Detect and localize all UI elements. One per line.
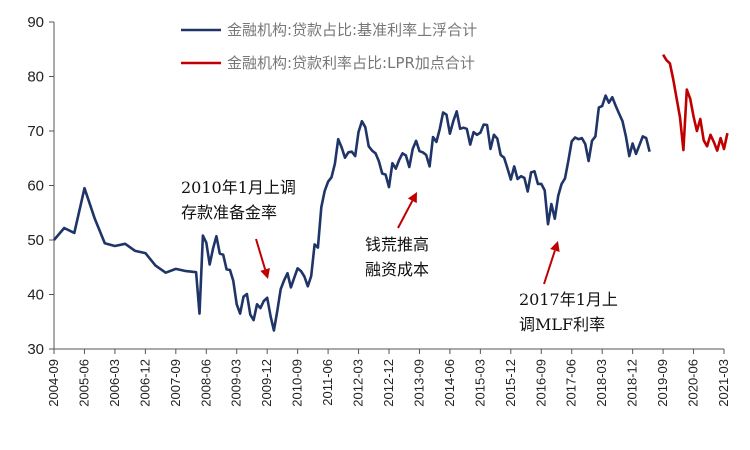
x-tick-label: 2010-09 xyxy=(290,359,305,407)
annotation-arrowhead-0 xyxy=(260,267,270,279)
x-tick-label: 2008-06 xyxy=(198,359,213,407)
x-tick-label: 2021-03 xyxy=(716,359,731,407)
annotation-1-line-1: 融资成本 xyxy=(365,260,429,279)
y-tick-label: 80 xyxy=(27,69,44,86)
y-tick-label: 90 xyxy=(27,14,44,31)
x-tick-label: 2006-12 xyxy=(137,359,152,407)
x-tick-label: 2019-09 xyxy=(655,359,670,407)
annotation-arrowhead-2 xyxy=(550,241,560,253)
x-tick-label: 2014-06 xyxy=(442,359,457,407)
x-tick-label: 2009-03 xyxy=(229,359,244,407)
annotation-arrowhead-1 xyxy=(407,192,417,204)
x-tick-label: 2017-06 xyxy=(564,359,579,407)
series-lines xyxy=(53,54,729,332)
legend-label-0: 金融机构:贷款占比:基准利率上浮合计 xyxy=(227,21,477,39)
annotation-arrow-2 xyxy=(543,250,556,285)
x-tick-label: 2018-03 xyxy=(594,359,609,407)
y-tick-label: 40 xyxy=(27,287,44,304)
x-tick-label: 2006-03 xyxy=(107,359,122,407)
annotation-arrow-0 xyxy=(255,238,267,270)
x-tick-label: 2015-03 xyxy=(472,359,487,407)
x-tick-label: 2011-06 xyxy=(320,359,335,406)
annotation-1-line-0: 钱荒推高 xyxy=(365,235,429,254)
annotation-2-line-1: 调MLF利率 xyxy=(519,315,605,334)
x-tick-label: 2005-06 xyxy=(76,359,91,407)
axes: 30 40 50 60 70 80 90 2004-09 2005-06 2006-03 2006-… xyxy=(27,14,731,407)
x-tick-label: 2004-09 xyxy=(46,359,61,407)
series-line-0 xyxy=(53,94,651,332)
x-tick-label: 2018-12 xyxy=(625,359,640,407)
annotation-0-line-1: 存款准备金率 xyxy=(181,203,277,222)
legend-label-1: 金融机构:贷款利率占比:LPR加点合计 xyxy=(227,54,475,72)
annotation-0-line-0: 2010年1月上调 xyxy=(181,178,296,197)
y-tick-label: 50 xyxy=(27,232,44,249)
x-tick-label: 2020-06 xyxy=(686,359,701,407)
x-tick-label: 2016-09 xyxy=(533,359,548,407)
annotation-arrow-1 xyxy=(397,200,414,229)
annotation-2-line-0: 2017年1月上 xyxy=(519,290,618,309)
y-tick-label: 70 xyxy=(27,123,44,140)
x-tick-label: 2012-12 xyxy=(381,359,396,407)
series-line-1 xyxy=(661,54,729,152)
y-tick-label: 60 xyxy=(27,178,44,195)
x-tick-label: 2013-09 xyxy=(411,359,426,407)
x-tick-label: 2012-03 xyxy=(351,359,366,407)
x-tick-label: 2007-09 xyxy=(168,359,183,407)
x-tick-label: 2015-12 xyxy=(503,359,518,407)
y-tick-label: 30 xyxy=(27,341,44,358)
x-tick-label: 2009-12 xyxy=(259,359,274,407)
